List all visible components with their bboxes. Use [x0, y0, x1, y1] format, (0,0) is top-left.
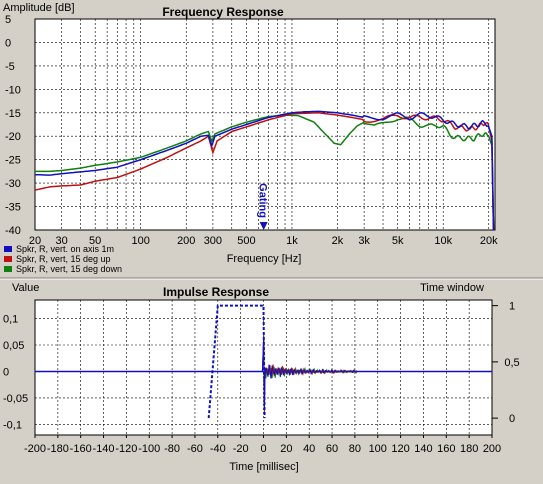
time-window-line: [207, 304, 266, 419]
x-tick-label: 200: [483, 443, 501, 455]
x-tick-label: 300: [204, 235, 222, 247]
x-tick-label: 50: [89, 235, 101, 247]
x-tick-label: 80: [349, 443, 361, 455]
impulse-series: [35, 304, 492, 419]
y2-tick-label: 0: [509, 413, 515, 425]
plot-area: [35, 19, 495, 230]
y2-axis-label: Time window: [420, 282, 484, 294]
gating-label: Gating: [257, 183, 269, 218]
series-line: [35, 110, 495, 231]
plot-frame: [34, 18, 496, 231]
y-tick-label: -15: [5, 108, 21, 120]
impulse-response-chart: Value Time window Impulse Response 0,10,…: [3, 282, 520, 473]
x-tick-label: -200: [24, 443, 46, 455]
x-tick-label: 120: [391, 443, 409, 455]
x-tick-label: 200: [177, 235, 195, 247]
legend-label: Spkr, R, vert, 15 deg down: [16, 264, 122, 274]
y2-tick-labels: 10,50: [492, 301, 520, 425]
x-tick-label: 40: [303, 443, 315, 455]
x-tick-label: -180: [47, 443, 69, 455]
x-tick-label: 160: [437, 443, 455, 455]
legend-label: Spkr, R, vert. on axis 1m: [16, 244, 114, 254]
x-tick-label: 2k: [332, 235, 344, 247]
x-tick-label: 500: [237, 235, 255, 247]
x-tick-label: -160: [70, 443, 92, 455]
y-tick-label: 0,1: [3, 314, 18, 326]
x-tick-label: 100: [369, 443, 387, 455]
x-tick-label: 0: [260, 443, 266, 455]
x-tick-labels: 20 30 50 100 200 300 500 1k 2k 3k 5k 10k 20k: [29, 235, 498, 247]
y-tick-label: -20: [5, 131, 21, 143]
x-tick-label: 30: [56, 235, 68, 247]
x-tick-label: 20: [29, 235, 41, 247]
x-tick-label: 1k: [286, 235, 298, 247]
gating-arrow: [259, 222, 268, 230]
x-tick-label: 180: [460, 443, 478, 455]
y2-tick-label: 0,5: [504, 357, 519, 369]
y-tick-label: -5: [5, 61, 15, 73]
legend-swatch: [4, 266, 12, 272]
y-tick-label: -0,05: [3, 393, 28, 405]
x-tick-label: 100: [132, 235, 150, 247]
frequency-response-chart: Amplitude [dB] Frequency Response Gating…: [3, 2, 498, 274]
y-tick-label: 5: [5, 14, 11, 26]
x-axis-label: Time [millisec]: [229, 461, 298, 473]
impulse-trace: [261, 339, 358, 410]
x-tick-label: 3k: [358, 235, 370, 247]
y-tick-label: 0: [5, 37, 11, 49]
x-tick-label: -100: [138, 443, 160, 455]
legend-swatch: [4, 256, 12, 262]
gating-marker: Gating: [257, 183, 269, 230]
x-tick-label: -60: [187, 443, 203, 455]
series-line: [35, 114, 495, 231]
x-tick-label: -40: [210, 443, 226, 455]
y-tick-label: 0,05: [3, 340, 24, 352]
frequency-grid: [34, 18, 496, 231]
x-tick-label: 20: [280, 443, 292, 455]
x-tick-label: 20k: [480, 235, 498, 247]
y-axis-label: Amplitude [dB]: [3, 2, 75, 14]
y2-tick-label: 1: [509, 301, 515, 313]
legend-swatch: [4, 246, 12, 252]
legend-label: Spkr, R, vert, 15 deg up: [16, 254, 111, 264]
y-tick-label: -30: [5, 178, 21, 190]
chart-title: Impulse Response: [163, 285, 269, 299]
frequency-series: [34, 110, 495, 231]
x-tick-label: 60: [326, 443, 338, 455]
y-tick-labels: 5 0 -5 -10 -15 -20 -25 -30 -35 -40: [5, 14, 21, 237]
y-tick-labels: 0,1 0,05 0 -0,05 -0,1: [3, 314, 28, 432]
y-tick-label: -10: [5, 84, 21, 96]
x-tick-label: -140: [93, 443, 115, 455]
x-tick-label: -80: [164, 443, 180, 455]
y-tick-label: -35: [5, 202, 21, 214]
y-tick-label: -40: [5, 225, 21, 237]
x-axis-label: Frequency [Hz]: [227, 253, 302, 265]
y-tick-label: -25: [5, 155, 21, 167]
y-tick-label: -0,1: [3, 419, 22, 431]
x-tick-label: -20: [233, 443, 249, 455]
x-tick-labels: -200 -180 -160 -140 -120 -100 -80 -60 -40 -20 0 20 4…: [24, 435, 501, 455]
series-line: [34, 112, 495, 231]
x-tick-label: 10k: [434, 235, 452, 247]
x-tick-label: 140: [414, 443, 432, 455]
x-tick-label: 5k: [392, 235, 404, 247]
x-tick-label: -120: [115, 443, 137, 455]
chart-title: Frequency Response: [162, 5, 284, 19]
y-tick-label: 0: [3, 366, 9, 378]
y-axis-label: Value: [12, 282, 39, 294]
